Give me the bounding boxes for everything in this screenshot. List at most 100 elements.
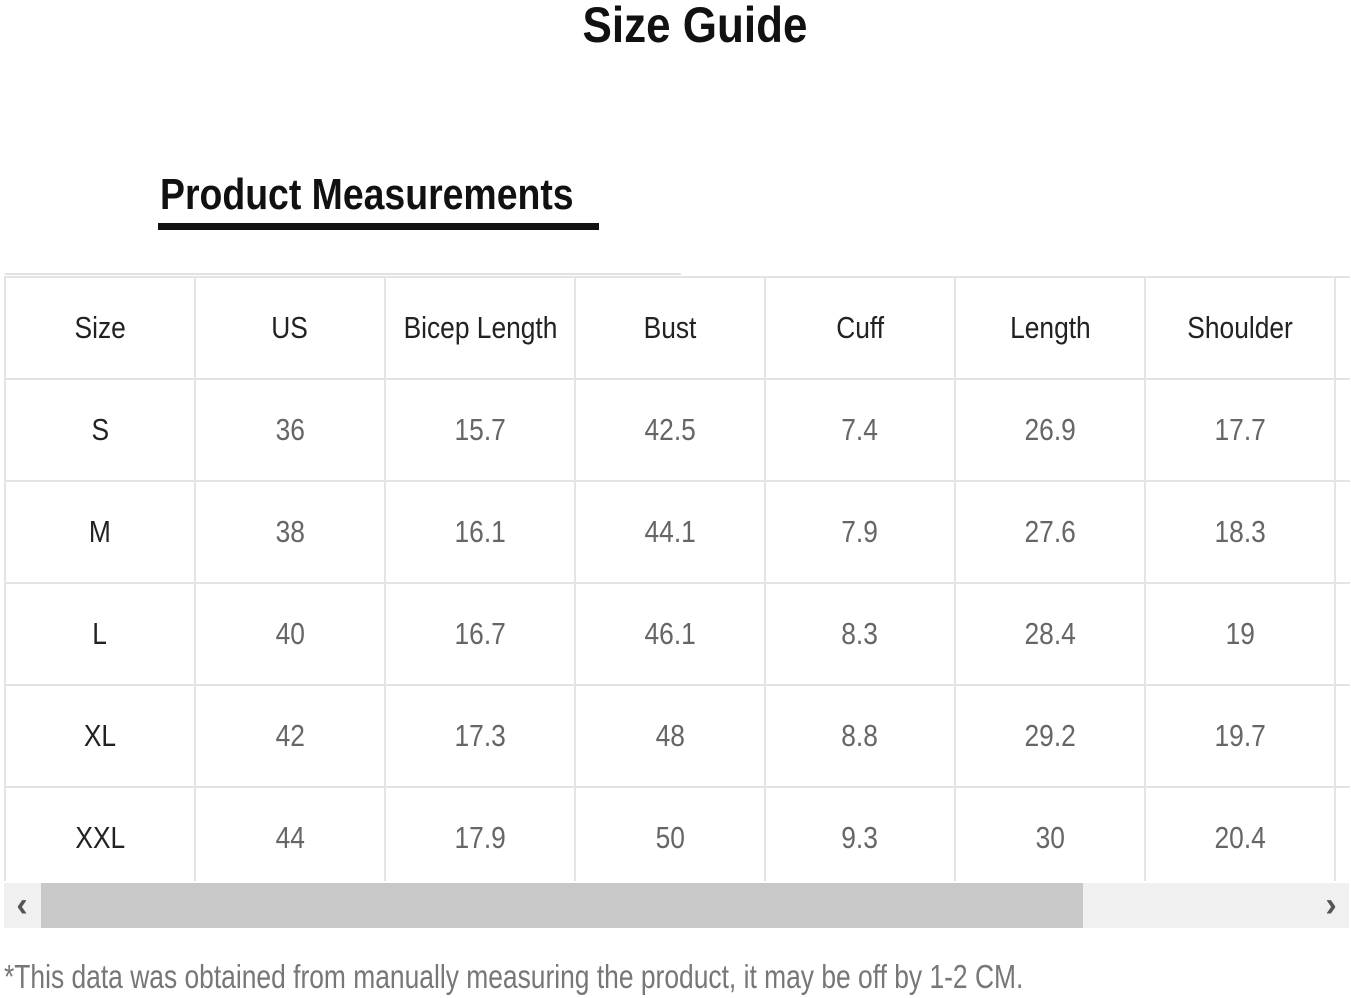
table-cell: L <box>4 582 196 686</box>
table-cell: 30 <box>954 786 1146 881</box>
cell-text: 8.8 <box>841 718 879 753</box>
table-row: S 36 15.7 42.5 7.4 26.9 17.7 <box>4 378 1350 482</box>
table-cell <box>1334 786 1350 881</box>
horizontal-scrollbar[interactable]: ‹ › <box>4 883 1349 928</box>
cell-text: 40 <box>275 616 305 651</box>
table-cell: 8.8 <box>764 684 956 788</box>
cell-text: Size <box>74 310 126 345</box>
scrollbar-thumb[interactable] <box>41 883 1084 928</box>
cell-text: L <box>92 616 108 651</box>
table-cell: M <box>4 480 196 584</box>
table-cell: 27.6 <box>954 480 1146 584</box>
measurement-note: *This data was obtained from manually me… <box>4 958 1024 995</box>
column-header: Bicep Length <box>384 276 576 380</box>
table-row: L 40 16.7 46.1 8.3 28.4 19 <box>4 582 1350 686</box>
cell-text: 8.3 <box>841 616 879 651</box>
table-cell <box>1334 684 1350 788</box>
cell-text: 44 <box>275 820 305 855</box>
cell-text: 16.1 <box>454 514 506 549</box>
cell-text: 42 <box>275 718 305 753</box>
table-cell: XXL <box>4 786 196 881</box>
cell-text: 17.9 <box>454 820 506 855</box>
cell-text: 18.3 <box>1214 514 1266 549</box>
cell-text: M <box>89 514 111 549</box>
cell-text: Shoulder <box>1187 310 1293 345</box>
table-cell: 19.7 <box>1144 684 1336 788</box>
cell-text: XL <box>83 718 117 753</box>
cell-text: Bust <box>643 310 697 345</box>
cell-text: 46.1 <box>644 616 696 651</box>
column-header: Cuff <box>764 276 956 380</box>
cell-text: Length <box>1009 310 1091 345</box>
page-title: Size Guide <box>582 0 808 53</box>
table-cell: 44 <box>194 786 386 881</box>
table-cell: 16.1 <box>384 480 576 584</box>
table-cell: 42.5 <box>574 378 766 482</box>
table-header-row: Size US Bicep Length Bust Cuff Length Shoulder… <box>4 276 1350 380</box>
table-cell <box>1334 378 1350 482</box>
column-header: Length <box>954 276 1146 380</box>
chevron-left-icon[interactable]: ‹ <box>16 886 28 924</box>
title-underline <box>158 223 599 230</box>
table-cell: 40 <box>194 582 386 686</box>
cell-text: 17.3 <box>454 718 506 753</box>
cell-text: 48 <box>655 718 685 753</box>
size-table: Size US Bicep Length Bust Cuff Length Shoulder… <box>4 276 1350 881</box>
cell-text: 26.9 <box>1024 412 1076 447</box>
column-header: S <box>1334 276 1350 380</box>
table-cell: 38 <box>194 480 386 584</box>
chevron-right-icon[interactable]: › <box>1325 886 1337 924</box>
cell-text: 38 <box>275 514 305 549</box>
cell-text: 30 <box>1035 820 1065 855</box>
table-cell: 17.3 <box>384 684 576 788</box>
table-cell: 29.2 <box>954 684 1146 788</box>
table-row: XL 42 17.3 48 8.8 29.2 19.7 <box>4 684 1350 788</box>
table-row: XXL 44 17.9 50 9.3 30 20.4 <box>4 786 1350 881</box>
table-cell: 16.7 <box>384 582 576 686</box>
table-cell <box>1334 480 1350 584</box>
size-table-container: Size US Bicep Length Bust Cuff Length Shoulder… <box>4 276 1350 881</box>
table-cell: 46.1 <box>574 582 766 686</box>
column-header: Shoulder <box>1144 276 1336 380</box>
table-cell: 8.3 <box>764 582 956 686</box>
table-cell: 15.7 <box>384 378 576 482</box>
column-header: Bust <box>574 276 766 380</box>
cell-text: 29.2 <box>1024 718 1076 753</box>
cell-text: 20.4 <box>1214 820 1266 855</box>
cell-text: 19 <box>1225 616 1255 651</box>
cell-text: 15.7 <box>454 412 506 447</box>
table-cell: 28.4 <box>954 582 1146 686</box>
table-row: M 38 16.1 44.1 7.9 27.6 18.3 <box>4 480 1350 584</box>
cell-text: 27.6 <box>1024 514 1076 549</box>
table-cell: 9.3 <box>764 786 956 881</box>
table-cell: S <box>4 378 196 482</box>
section-title: Product Measurements <box>160 170 574 219</box>
cell-text: XXL <box>75 820 125 855</box>
cell-text: US <box>271 310 309 345</box>
table-cell: 36 <box>194 378 386 482</box>
divider <box>5 273 681 275</box>
cell-text: 28.4 <box>1024 616 1076 651</box>
cell-text: 44.1 <box>644 514 696 549</box>
cell-text: Bicep Length <box>403 310 557 345</box>
cell-text: S <box>91 412 109 447</box>
table-cell: XL <box>4 684 196 788</box>
column-header: US <box>194 276 386 380</box>
table-cell: 17.7 <box>1144 378 1336 482</box>
cell-text: 7.9 <box>841 514 879 549</box>
table-cell: 50 <box>574 786 766 881</box>
table-cell <box>1334 582 1350 686</box>
table-cell: 19 <box>1144 582 1336 686</box>
cell-text: 19.7 <box>1214 718 1266 753</box>
table-cell: 26.9 <box>954 378 1146 482</box>
cell-text: 7.4 <box>841 412 879 447</box>
table-cell: 48 <box>574 684 766 788</box>
cell-text: Cuff <box>836 310 884 345</box>
table-cell: 7.4 <box>764 378 956 482</box>
table-cell: 20.4 <box>1144 786 1336 881</box>
cell-text: 16.7 <box>454 616 506 651</box>
table-cell: 44.1 <box>574 480 766 584</box>
table-cell: 17.9 <box>384 786 576 881</box>
cell-text: 17.7 <box>1214 412 1266 447</box>
table-cell: 18.3 <box>1144 480 1336 584</box>
